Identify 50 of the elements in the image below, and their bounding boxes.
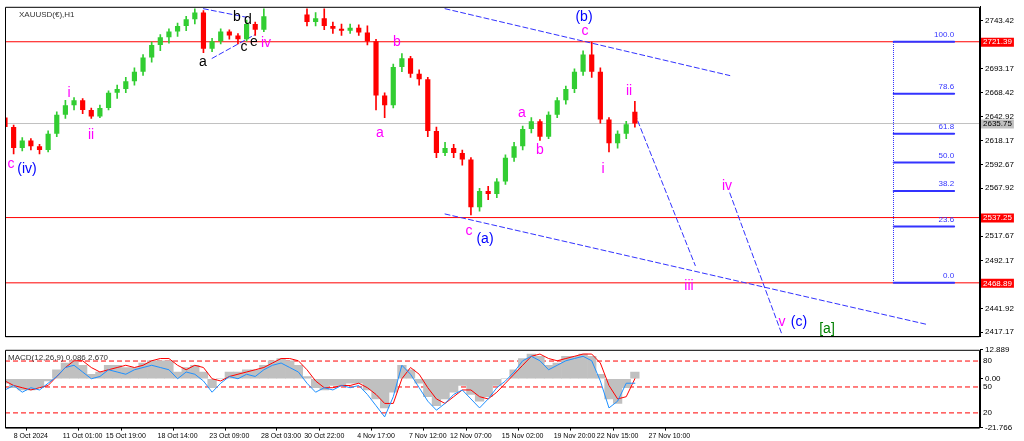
series-label: 78.6 [938, 81, 955, 91]
y-tick-label: 2693.17 [985, 63, 1015, 73]
series-label: 61.8 [938, 121, 955, 131]
annotation: d [244, 10, 252, 27]
y-tick-label: 2417.17 [985, 327, 1015, 337]
annotation: i [601, 159, 605, 176]
y-tick-label: 2517.67 [985, 231, 1015, 241]
y-tick-label: 2592.67 [985, 159, 1015, 169]
annotation: c [581, 21, 589, 38]
annotation: ii [625, 81, 633, 98]
y-tick-label: 0.00 [985, 373, 1002, 383]
series-label: 0.0 [942, 271, 955, 281]
ref-line-label: 2537.25 [983, 213, 1013, 223]
annotation: (b) [575, 7, 593, 24]
ref-line-label: 2635.75 [983, 119, 1013, 129]
annotation: (c) [790, 312, 808, 329]
annotation: b [233, 7, 242, 24]
annotation: iv [721, 176, 733, 193]
y-tick-label: 2668.42 [985, 87, 1015, 97]
annotation: c [240, 37, 248, 54]
annotation: a [376, 123, 385, 140]
annotation: a [518, 103, 527, 120]
ref-line-label: 2721.39 [983, 37, 1013, 47]
y-tick-label: 2642.92 [985, 111, 1015, 121]
annotation: (iv) [17, 159, 37, 176]
annotation: b [536, 140, 545, 157]
annotation: i [67, 83, 71, 100]
annotation: c [465, 221, 473, 238]
annotation: a [199, 52, 208, 69]
annotation: [a] [819, 319, 835, 336]
y-tick-label: 2618.17 [985, 135, 1015, 145]
y-tick-label: 2567.92 [985, 183, 1015, 193]
y2-tick-label: 20 [983, 408, 993, 418]
y-tick-label: 2441.92 [985, 303, 1015, 313]
y-tick-label: 2492.17 [985, 255, 1015, 265]
chart-title: XAUUSD(€),H1 [19, 10, 76, 19]
series-label: 50.0 [938, 150, 955, 160]
ref-line-label: 2468.89 [983, 278, 1013, 288]
series-label: 100.0 [934, 29, 955, 39]
text: MACD(12,26,9) 0.086 2.670 [8, 353, 109, 362]
annotation: v [778, 312, 786, 329]
y2-tick-label: 50 [983, 382, 993, 392]
annotation: ii [87, 125, 95, 142]
y2-tick-label: 80 [983, 356, 993, 366]
y-tick-label: 12.889 [985, 345, 1011, 354]
series-label: 38.2 [938, 179, 955, 189]
annotation: (a) [476, 229, 494, 246]
y-tick-label: 2743.42 [985, 15, 1015, 25]
y-tick-label: -21.766 [985, 422, 1013, 432]
annotation: c [7, 154, 15, 171]
